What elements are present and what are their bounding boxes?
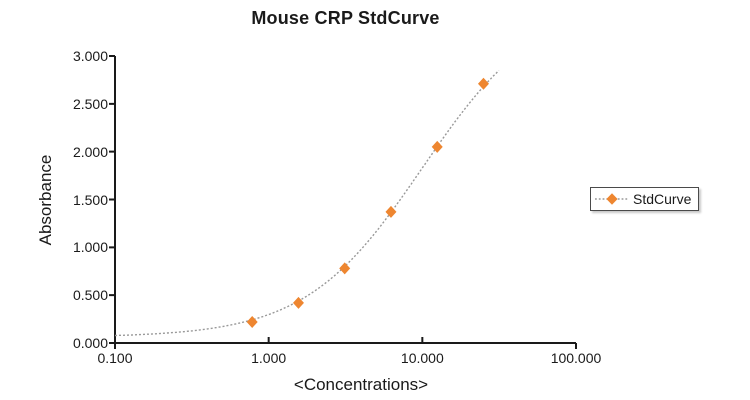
- data-point-marker: [292, 296, 304, 309]
- x-tick-label: 100.000: [550, 350, 602, 366]
- data-point-marker: [385, 205, 397, 218]
- x-tick-label: 10.000: [400, 350, 444, 366]
- y-tick-label: 2.000: [72, 143, 108, 160]
- y-tick-label: 1.000: [72, 239, 108, 256]
- legend: StdCurve: [590, 187, 699, 211]
- axes: [109, 55, 577, 349]
- stdcurve-legend-marker-icon: [595, 193, 629, 205]
- chart-title: Mouse CRP StdCurve: [251, 8, 440, 28]
- y-tick-label: 0.000: [72, 335, 108, 351]
- y-tick-label: 1.500: [72, 191, 108, 208]
- stdcurve-fit-line: [114, 70, 500, 337]
- data-point-marker: [246, 315, 258, 328]
- x-tick-label: 1.000: [251, 350, 287, 366]
- x-axis-title: <Concentrations>: [293, 375, 429, 394]
- legend-label: StdCurve: [633, 191, 692, 207]
- data-point-marker: [339, 262, 351, 275]
- y-tick-label: 3.000: [72, 48, 108, 64]
- y-tick-label: 0.500: [72, 287, 108, 304]
- data-point-marker: [431, 140, 443, 153]
- y-tick-label: 2.500: [72, 95, 108, 112]
- data-point-marker: [477, 77, 489, 90]
- x-tick-label: 0.100: [97, 350, 133, 366]
